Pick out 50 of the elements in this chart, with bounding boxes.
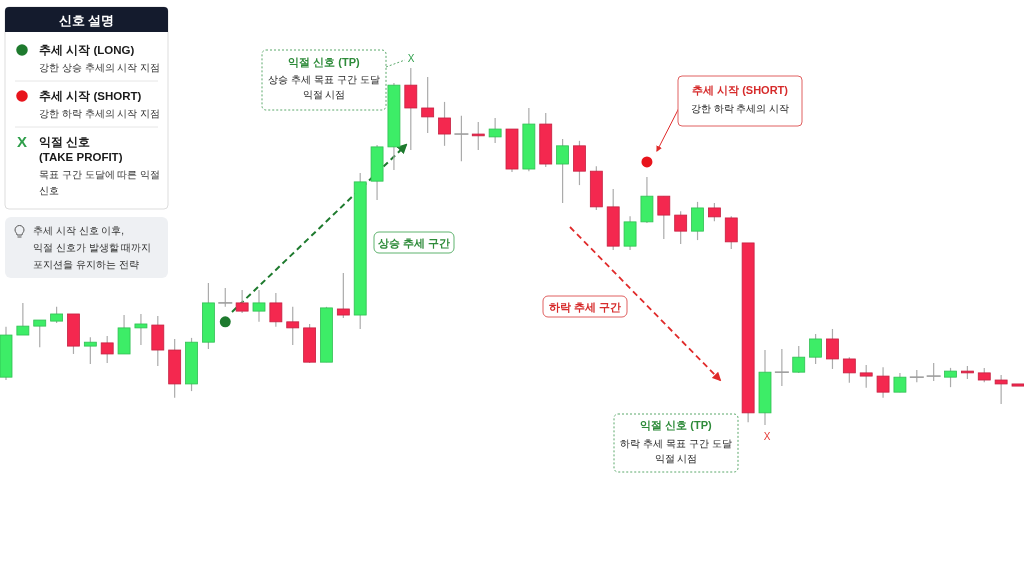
candlestick xyxy=(438,101,451,147)
annotation: 익절 신호 (TP) 하락 추세 목표 구간 도달 익절 시점 xyxy=(620,419,732,464)
candlestick xyxy=(252,289,266,323)
candlestick xyxy=(218,287,233,308)
candlestick xyxy=(404,67,418,151)
candlestick xyxy=(269,292,283,328)
candlestick xyxy=(657,195,671,240)
candlestick xyxy=(944,367,957,388)
candlestick xyxy=(876,366,890,399)
candlestick xyxy=(235,289,249,314)
candlestick xyxy=(674,210,688,245)
annotation: 목표 구간 도달에 따른 익절 신호 xyxy=(39,169,161,196)
legend-label: 추세 시작 (SHORT) xyxy=(39,90,142,103)
annotation: 강한 상승 추세의 시작 지점 xyxy=(39,62,161,73)
annotation: 추세 시작 (SHORT) 강한 하락 추세의 시작 xyxy=(690,84,790,114)
candlestick xyxy=(100,335,114,364)
text: X xyxy=(763,430,771,442)
candlestick xyxy=(691,201,704,241)
candlestick xyxy=(488,117,502,144)
legend-label: 추세 시작 (LONG) xyxy=(39,44,135,57)
candlestick xyxy=(842,356,856,384)
candlestick xyxy=(724,215,738,250)
legend-title: 신호 설명 xyxy=(58,13,115,28)
candlestick xyxy=(826,328,839,370)
annotation: 익절 신호 (TAKE PROFIT) xyxy=(39,136,123,163)
annotation: X xyxy=(16,133,28,150)
annotation: 추세 시작 신호 이후, 익절 신호가 발생할 때까지 포지션을 유지하는 전략 xyxy=(33,225,152,270)
text: X xyxy=(407,52,415,64)
candlestick xyxy=(454,115,469,162)
candlestick xyxy=(134,313,148,346)
candlestick xyxy=(83,336,97,365)
candlestick xyxy=(336,272,350,319)
candlestick xyxy=(926,362,941,382)
candlestick xyxy=(859,364,873,389)
annotation: 강한 하락 추세의 시작 지점 xyxy=(39,108,161,119)
candlestick xyxy=(471,121,485,151)
candlestick xyxy=(286,306,300,346)
candlestick xyxy=(33,319,47,348)
candlestick xyxy=(16,302,30,336)
candlestick xyxy=(556,138,569,204)
annotation: 상승 추세 구간 xyxy=(377,237,451,249)
candlestick xyxy=(708,202,721,222)
candlestick xyxy=(809,333,822,365)
candlestick xyxy=(792,345,806,374)
annotation: 하락 추세 구간 xyxy=(548,301,622,313)
candlestick xyxy=(893,372,907,393)
candlestick xyxy=(421,76,435,134)
annotation: 익절 신호 (TP) 상승 추세 목표 구간 도달 익절 시점 xyxy=(268,56,380,100)
candlestick xyxy=(774,348,789,387)
candlestick xyxy=(994,374,1008,405)
